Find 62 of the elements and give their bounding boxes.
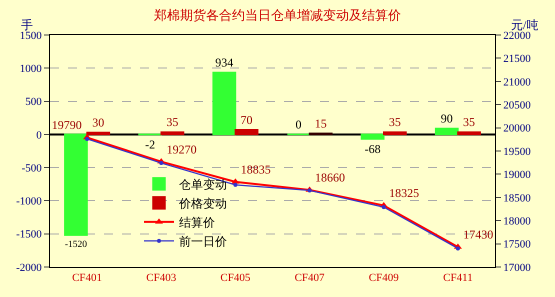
data-label: -2 <box>145 138 156 152</box>
y2-tick-label: 18000 <box>503 215 532 228</box>
y-tick-label: -500 <box>22 162 42 174</box>
point <box>159 161 164 166</box>
y2-tick-label: 21500 <box>503 53 532 66</box>
data-label: 35 <box>166 115 178 130</box>
legend-label: 结算价 <box>179 216 215 230</box>
y2-tick-label: 22000 <box>503 30 532 42</box>
data-label: -1520 <box>64 240 88 250</box>
data-label: 19270 <box>166 142 197 156</box>
point <box>233 182 238 187</box>
data-label: -68 <box>364 142 381 156</box>
y2-axis-title: 元/吨 <box>511 18 538 32</box>
data-label: 934 <box>215 56 234 70</box>
y2-tick-label: 19000 <box>503 169 532 182</box>
x-tick-label: CF401 <box>72 272 102 284</box>
y2-tick-label: 21000 <box>503 76 532 88</box>
y-tick-label: -1500 <box>16 228 42 241</box>
data-label: 18835 <box>240 162 271 176</box>
data-label: 15 <box>314 116 327 130</box>
y2-tick-label: 20500 <box>503 99 532 112</box>
bar <box>434 128 459 136</box>
x-tick-label: CF405 <box>220 272 251 284</box>
y-tick-label: 1500 <box>20 30 42 42</box>
bar <box>64 134 88 236</box>
data-label: 17430 <box>463 228 494 242</box>
bar <box>457 131 481 136</box>
bar <box>160 131 184 136</box>
y2-tick-label: 20000 <box>503 122 532 135</box>
data-label: 0 <box>295 117 302 132</box>
y2-tick-label: 19500 <box>503 146 532 158</box>
bar <box>383 131 407 136</box>
x-tick-label: CF409 <box>368 272 400 284</box>
data-label: 30 <box>92 115 104 130</box>
x-tick-label: CF407 <box>294 272 326 284</box>
data-label: 18660 <box>314 170 345 185</box>
data-label: 70 <box>240 112 253 127</box>
y2-tick-label: 17500 <box>503 238 532 251</box>
data-label: 19790 <box>52 118 82 132</box>
bar <box>360 134 384 140</box>
y2-tick-label: 18500 <box>503 192 532 204</box>
y-tick-label: 500 <box>25 96 42 108</box>
data-label: 18325 <box>389 186 420 200</box>
y-axis-title: 手 <box>21 18 33 32</box>
x-tick-label: CF411 <box>443 272 473 284</box>
legend-label: 仓单变动 <box>179 178 227 192</box>
point <box>382 205 386 210</box>
chart-title: 郑棉期货各合约当日仓单增减变动及结算价 <box>154 7 401 22</box>
legend-label: 前一日价 <box>179 234 227 249</box>
y-tick-label: -1000 <box>16 196 42 208</box>
y2-tick-label: 17000 <box>503 262 532 274</box>
bar <box>212 72 236 136</box>
data-label: 35 <box>463 115 476 130</box>
data-label: 35 <box>388 115 401 130</box>
y-tick-label: 0 <box>36 129 42 142</box>
legend-label: 价格变动 <box>178 196 227 211</box>
data-label: 90 <box>440 111 453 126</box>
point <box>85 136 90 141</box>
y-tick-label: 1000 <box>20 62 42 75</box>
bar <box>234 129 258 136</box>
x-tick-label: CF403 <box>146 272 177 284</box>
y-tick-label: -2000 <box>16 262 42 274</box>
